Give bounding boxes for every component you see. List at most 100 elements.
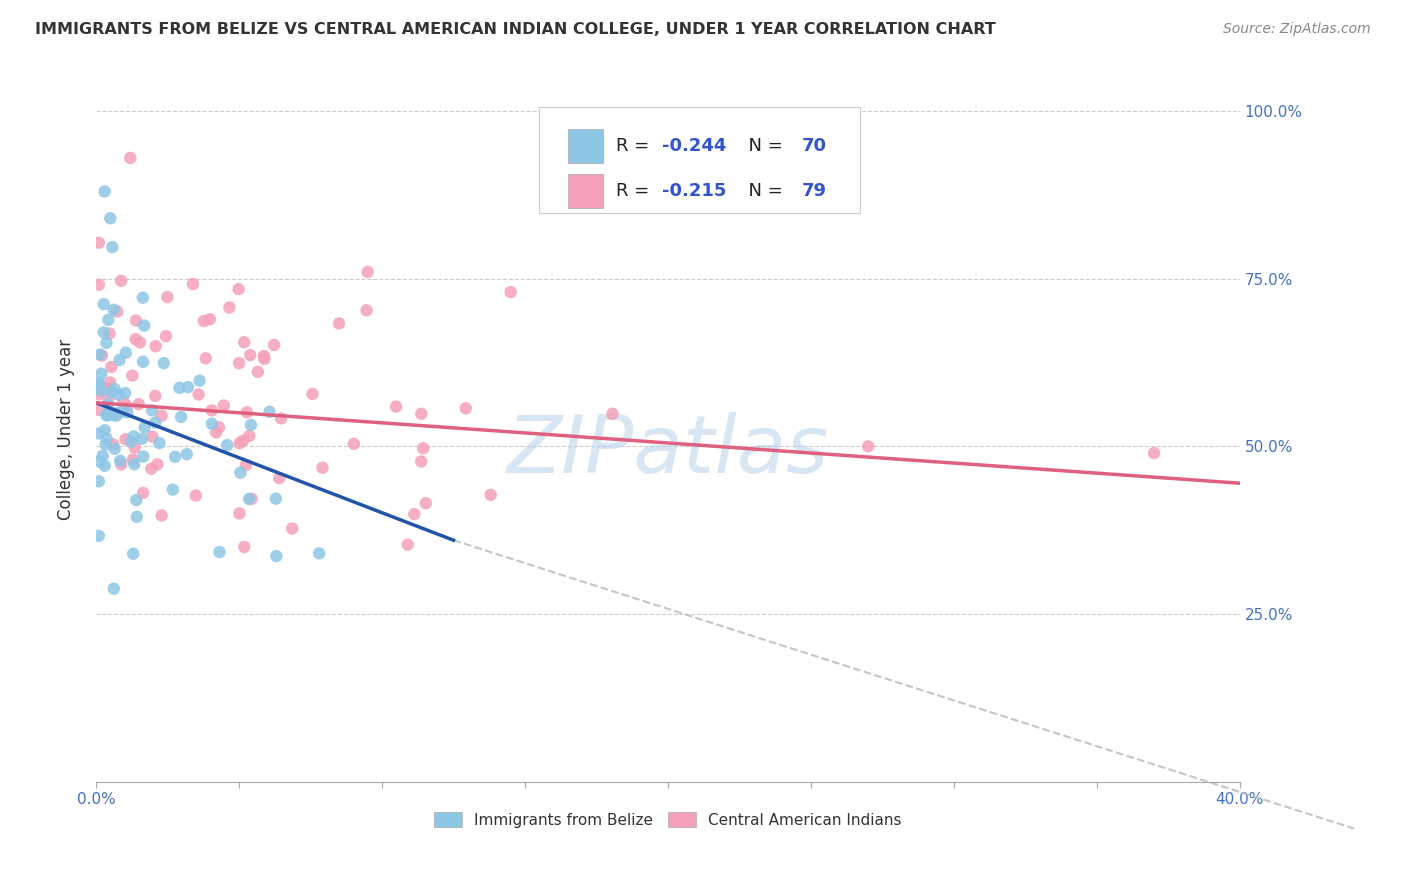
Legend: Immigrants from Belize, Central American Indians: Immigrants from Belize, Central American… bbox=[429, 805, 908, 834]
Point bbox=[201, 417, 224, 431]
Point bbox=[181, 277, 204, 291]
Point bbox=[87, 277, 110, 292]
Point bbox=[176, 447, 198, 461]
Point bbox=[121, 452, 143, 467]
Point bbox=[208, 420, 231, 434]
Point bbox=[87, 378, 110, 392]
Point bbox=[270, 411, 292, 425]
Point bbox=[239, 417, 262, 432]
Point bbox=[100, 359, 122, 374]
Point bbox=[246, 365, 269, 379]
Point bbox=[328, 317, 350, 331]
Point bbox=[89, 455, 111, 469]
Text: 70: 70 bbox=[801, 137, 827, 155]
Point bbox=[89, 347, 111, 361]
Point bbox=[356, 303, 378, 318]
Point bbox=[233, 540, 256, 554]
Point bbox=[101, 240, 124, 254]
Point bbox=[218, 301, 240, 315]
Point bbox=[177, 380, 200, 394]
Point bbox=[238, 491, 260, 506]
Point bbox=[110, 405, 132, 419]
Point bbox=[101, 408, 124, 422]
Point bbox=[217, 438, 239, 452]
Point bbox=[87, 529, 110, 543]
Point bbox=[233, 335, 256, 350]
Point bbox=[404, 507, 426, 521]
Point bbox=[93, 458, 115, 473]
Point bbox=[856, 439, 879, 453]
Point bbox=[232, 434, 254, 448]
Point bbox=[184, 489, 207, 503]
Point bbox=[122, 547, 145, 561]
Point bbox=[103, 302, 125, 317]
Point bbox=[411, 454, 433, 468]
Point bbox=[188, 374, 211, 388]
Point bbox=[141, 429, 163, 443]
Point bbox=[169, 381, 191, 395]
Point bbox=[93, 423, 115, 437]
Point bbox=[104, 406, 127, 420]
Point bbox=[141, 461, 163, 475]
Point bbox=[357, 265, 380, 279]
Point bbox=[263, 338, 285, 352]
Point bbox=[479, 488, 502, 502]
Point bbox=[343, 437, 366, 451]
Point bbox=[90, 367, 112, 381]
Point bbox=[132, 291, 155, 305]
Point bbox=[105, 304, 128, 318]
Point bbox=[96, 397, 118, 411]
Point bbox=[165, 450, 187, 464]
Point bbox=[125, 509, 148, 524]
Point bbox=[129, 335, 152, 350]
Point bbox=[253, 351, 276, 366]
Point bbox=[108, 353, 131, 368]
Point bbox=[145, 339, 167, 353]
Point bbox=[131, 432, 153, 446]
Point bbox=[115, 399, 138, 413]
Text: N =: N = bbox=[737, 137, 789, 155]
Point bbox=[228, 436, 250, 450]
Point bbox=[205, 425, 228, 440]
Point bbox=[148, 436, 170, 450]
FancyBboxPatch shape bbox=[568, 174, 603, 208]
FancyBboxPatch shape bbox=[538, 107, 860, 213]
Point bbox=[499, 285, 522, 299]
Point bbox=[1143, 446, 1166, 460]
Point bbox=[96, 408, 118, 422]
Point bbox=[90, 384, 112, 398]
Text: Source: ZipAtlas.com: Source: ZipAtlas.com bbox=[1223, 22, 1371, 37]
Point bbox=[143, 389, 166, 403]
Point bbox=[155, 329, 177, 343]
Point bbox=[91, 349, 114, 363]
Point bbox=[411, 407, 433, 421]
Point bbox=[89, 403, 111, 417]
Point bbox=[266, 549, 288, 563]
Point bbox=[236, 405, 259, 419]
Point bbox=[93, 185, 115, 199]
Point bbox=[259, 405, 281, 419]
Point bbox=[93, 326, 115, 340]
Point bbox=[96, 431, 118, 445]
Point bbox=[198, 312, 221, 326]
Point bbox=[412, 441, 434, 455]
Point bbox=[602, 407, 624, 421]
Point bbox=[120, 434, 142, 449]
Point bbox=[87, 235, 110, 250]
Text: R =: R = bbox=[616, 182, 655, 200]
Point bbox=[124, 457, 146, 471]
Point bbox=[114, 432, 136, 446]
Point bbox=[87, 475, 110, 489]
Point bbox=[454, 401, 477, 416]
Point bbox=[125, 313, 148, 327]
Point bbox=[124, 332, 146, 346]
Point bbox=[208, 545, 231, 559]
Point bbox=[269, 471, 291, 485]
Point bbox=[194, 351, 217, 366]
Point bbox=[103, 437, 125, 451]
Point bbox=[132, 486, 155, 500]
Point bbox=[93, 297, 115, 311]
Point bbox=[114, 386, 136, 401]
Point bbox=[96, 409, 118, 423]
Point bbox=[103, 582, 125, 596]
